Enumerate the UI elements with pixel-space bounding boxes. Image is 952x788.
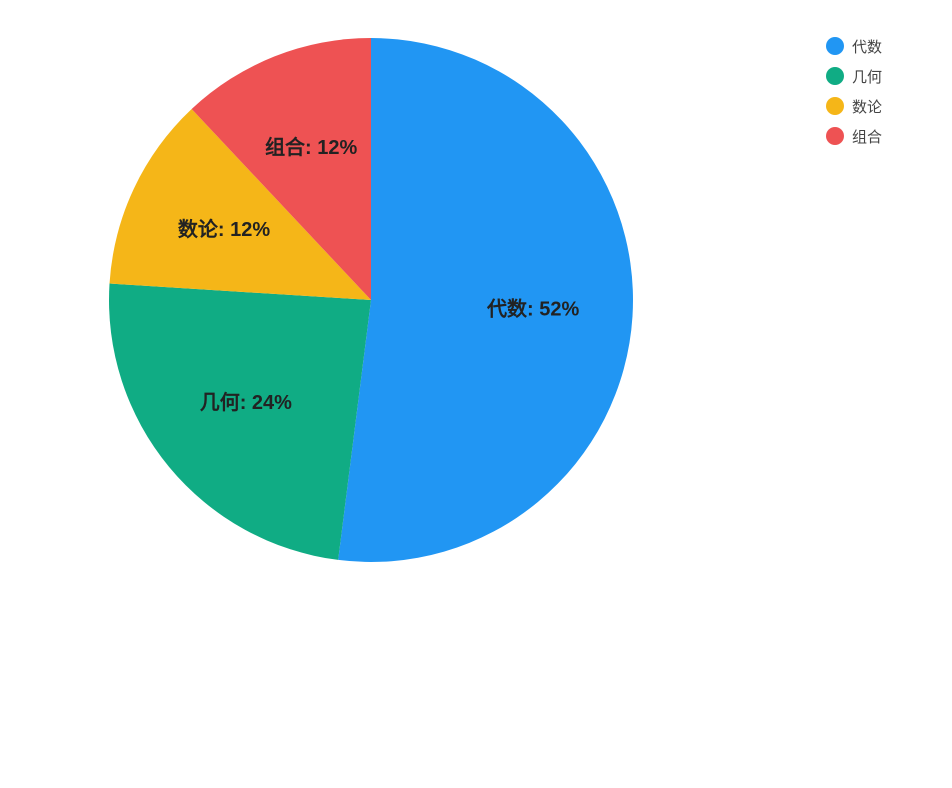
slice-label-组合: 组合: 12% [265, 135, 357, 159]
legend-label: 代数 [852, 36, 882, 57]
pie-slice-代数 [338, 38, 633, 562]
pie-chart-svg: 代数: 52% 几何: 24% 数论: 12% 组合: 12% [0, 0, 952, 788]
legend-swatch-icon [826, 37, 844, 55]
legend-label: 几何 [852, 66, 882, 87]
legend-item-数论[interactable]: 数论 [826, 93, 882, 119]
legend-item-几何[interactable]: 几何 [826, 63, 882, 89]
legend-swatch-icon [826, 67, 844, 85]
pie-chart-container: 代数: 52% 几何: 24% 数论: 12% 组合: 12% 代数几何数论组合 [0, 0, 952, 788]
legend: 代数几何数论组合 [826, 33, 882, 153]
legend-item-组合[interactable]: 组合 [826, 123, 882, 149]
legend-label: 数论 [852, 96, 882, 117]
slice-label-代数: 代数: 52% [486, 296, 579, 320]
slice-label-几何: 几何: 24% [200, 390, 292, 414]
slice-label-数论: 数论: 12% [178, 217, 270, 241]
pie-slice-几何 [109, 284, 371, 560]
legend-swatch-icon [826, 97, 844, 115]
legend-swatch-icon [826, 127, 844, 145]
legend-label: 组合 [852, 126, 882, 147]
legend-item-代数[interactable]: 代数 [826, 33, 882, 59]
